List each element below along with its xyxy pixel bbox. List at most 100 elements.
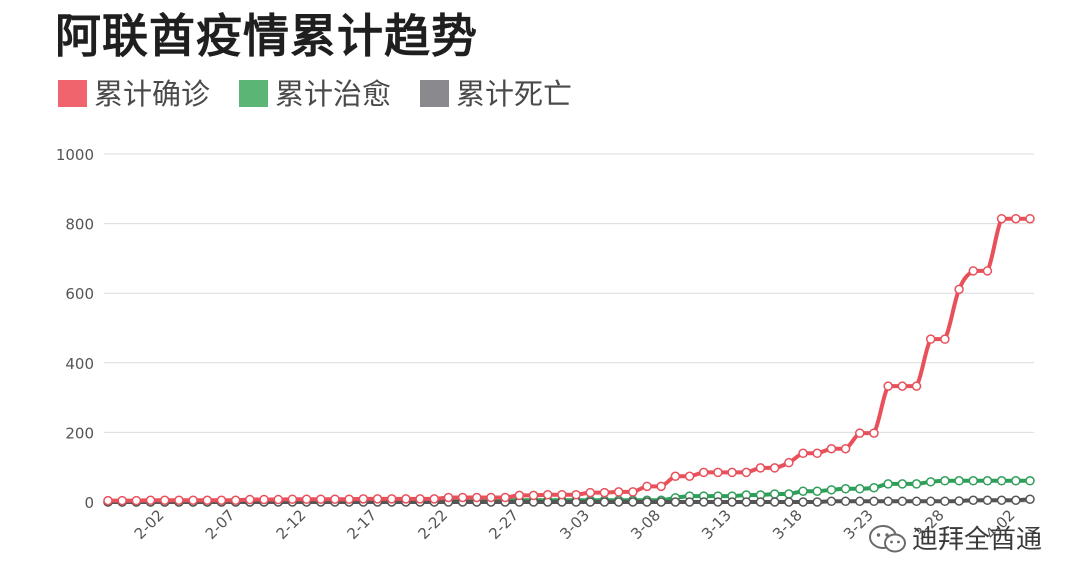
data-point[interactable] xyxy=(557,489,567,500)
data-point[interactable] xyxy=(457,492,468,503)
data-point[interactable] xyxy=(741,467,752,478)
data-point[interactable] xyxy=(571,489,581,500)
data-point[interactable] xyxy=(670,471,681,481)
data-point[interactable] xyxy=(259,494,269,505)
data-point[interactable] xyxy=(826,485,837,495)
data-point[interactable] xyxy=(699,497,709,507)
data-point[interactable] xyxy=(925,496,936,507)
data-point[interactable] xyxy=(911,479,922,489)
data-point[interactable] xyxy=(798,486,808,496)
data-point[interactable] xyxy=(769,497,780,507)
data-point[interactable] xyxy=(954,284,964,295)
data-point[interactable] xyxy=(656,481,666,492)
data-point[interactable] xyxy=(145,495,156,506)
data-point[interactable] xyxy=(713,467,723,478)
data-point[interactable] xyxy=(542,489,553,500)
data-point[interactable] xyxy=(784,497,794,507)
data-point[interactable] xyxy=(514,490,525,501)
data-point[interactable] xyxy=(344,494,354,504)
data-point[interactable] xyxy=(628,487,638,497)
data-point[interactable] xyxy=(372,494,383,504)
data-point[interactable] xyxy=(727,467,737,478)
data-point[interactable] xyxy=(883,496,893,507)
data-point[interactable] xyxy=(613,497,624,507)
data-point[interactable] xyxy=(812,486,822,496)
data-point[interactable] xyxy=(628,497,638,507)
data-point[interactable] xyxy=(954,476,964,486)
data-point[interactable] xyxy=(401,494,411,504)
data-point[interactable] xyxy=(925,334,936,344)
data-point[interactable] xyxy=(755,463,766,473)
data-point[interactable] xyxy=(769,463,780,473)
data-point[interactable] xyxy=(500,492,510,503)
data-point[interactable] xyxy=(826,444,837,454)
data-point[interactable] xyxy=(202,495,213,506)
data-point[interactable] xyxy=(443,492,454,503)
data-point[interactable] xyxy=(1011,476,1021,486)
data-point[interactable] xyxy=(684,497,695,507)
data-point[interactable] xyxy=(273,494,283,505)
data-point[interactable] xyxy=(429,494,439,504)
data-point[interactable] xyxy=(1011,213,1021,224)
data-point[interactable] xyxy=(585,487,596,498)
data-point[interactable] xyxy=(812,448,822,459)
data-point[interactable] xyxy=(940,334,950,344)
data-point[interactable] xyxy=(1025,213,1035,224)
data-point[interactable] xyxy=(826,496,837,507)
data-point[interactable] xyxy=(982,495,993,506)
data-point[interactable] xyxy=(472,492,482,503)
data-point[interactable] xyxy=(159,495,170,506)
data-point[interactable] xyxy=(642,481,652,492)
data-point[interactable] xyxy=(996,213,1007,224)
data-point[interactable] xyxy=(656,497,666,507)
data-point[interactable] xyxy=(216,495,227,506)
data-point[interactable] xyxy=(287,494,298,504)
data-point[interactable] xyxy=(784,457,794,468)
data-point[interactable] xyxy=(940,496,950,507)
data-point[interactable] xyxy=(840,444,851,454)
data-point[interactable] xyxy=(713,497,723,507)
data-point[interactable] xyxy=(869,482,879,493)
data-point[interactable] xyxy=(883,381,893,391)
data-point[interactable] xyxy=(968,266,979,276)
data-point[interactable] xyxy=(316,494,326,504)
data-point[interactable] xyxy=(954,496,964,506)
data-point[interactable] xyxy=(727,497,737,507)
data-point[interactable] xyxy=(798,448,808,459)
data-point[interactable] xyxy=(358,494,369,504)
data-point[interactable] xyxy=(117,495,127,506)
data-point[interactable] xyxy=(230,495,241,506)
data-point[interactable] xyxy=(131,495,142,506)
data-point[interactable] xyxy=(982,266,993,276)
data-point[interactable] xyxy=(585,497,596,507)
data-point[interactable] xyxy=(769,489,780,499)
data-point[interactable] xyxy=(911,381,922,391)
data-point[interactable] xyxy=(103,495,113,506)
data-point[interactable] xyxy=(925,477,936,487)
data-point[interactable] xyxy=(883,479,893,489)
data-point[interactable] xyxy=(415,494,425,504)
data-point[interactable] xyxy=(897,479,908,489)
data-point[interactable] xyxy=(869,428,879,438)
data-point[interactable] xyxy=(741,497,752,507)
data-point[interactable] xyxy=(599,497,610,507)
data-point[interactable] xyxy=(911,496,922,507)
data-point[interactable] xyxy=(386,494,397,504)
data-point[interactable] xyxy=(755,497,766,507)
data-point[interactable] xyxy=(670,497,681,507)
data-point[interactable] xyxy=(840,496,851,507)
data-point[interactable] xyxy=(869,496,879,507)
data-point[interactable] xyxy=(188,495,198,506)
data-point[interactable] xyxy=(996,495,1007,506)
data-point[interactable] xyxy=(855,484,865,494)
data-point[interactable] xyxy=(684,471,695,481)
data-point[interactable] xyxy=(301,494,312,504)
data-point[interactable] xyxy=(642,497,652,507)
data-point[interactable] xyxy=(1025,494,1035,504)
data-point[interactable] xyxy=(855,496,865,507)
data-point[interactable] xyxy=(613,487,624,497)
data-point[interactable] xyxy=(1025,476,1035,486)
data-point[interactable] xyxy=(855,428,865,438)
data-point[interactable] xyxy=(996,476,1007,486)
data-point[interactable] xyxy=(599,487,610,498)
